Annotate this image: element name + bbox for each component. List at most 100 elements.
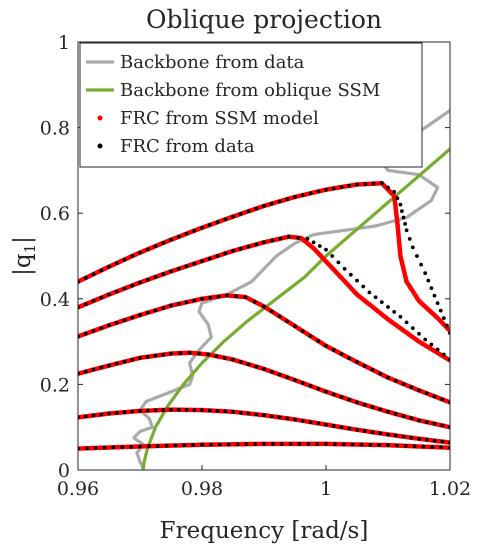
frc-data-point — [99, 365, 104, 370]
frc-data-point — [277, 199, 282, 204]
frc-data-point — [176, 234, 181, 239]
frc-data-point — [277, 372, 282, 377]
frc-model-curve-2 — [78, 350, 450, 430]
frc-data-point — [231, 409, 235, 414]
frc-data-point — [138, 313, 142, 317]
frc-data-point — [331, 186, 336, 191]
frc-model-curve-4 — [78, 234, 450, 363]
frc-data-point — [83, 302, 88, 306]
frc-data-point — [315, 442, 319, 446]
frc-data-point — [277, 314, 282, 319]
frc-data-point — [173, 443, 178, 448]
frc-data-point — [99, 412, 104, 417]
frc-data-point — [252, 299, 257, 304]
frc-data-point — [424, 391, 429, 396]
frc-data-point — [293, 324, 297, 329]
frc-data-point — [336, 260, 341, 265]
frc-data-point — [122, 318, 127, 323]
frc-data-point — [147, 444, 151, 449]
frc-data-point — [223, 409, 228, 414]
frc-data-point — [316, 386, 321, 391]
frc-data-point — [238, 246, 243, 251]
frc-data-point — [350, 442, 355, 447]
frc-data-point — [441, 316, 446, 320]
frc-data-point — [214, 354, 219, 359]
frc-data-point — [208, 295, 213, 300]
frc-data-point — [120, 445, 125, 449]
frc-data-point — [91, 413, 96, 418]
frc-data-point — [176, 266, 181, 271]
legend-item: FRC from data — [97, 136, 255, 157]
frc-data-point — [192, 298, 197, 303]
frc-data-point — [207, 223, 212, 227]
frc-data-point — [176, 302, 181, 306]
frc-data-point — [285, 375, 290, 380]
frc-data-point — [254, 412, 259, 417]
frc-data-point — [83, 276, 88, 280]
frc-data-point — [145, 310, 150, 315]
frc-data-point — [386, 375, 390, 380]
frc-data-curve-2 — [78, 350, 450, 430]
frc-data-point — [355, 360, 359, 364]
legend-swatch-dot — [97, 115, 103, 121]
frc-data-point — [254, 364, 259, 369]
frc-data-point — [207, 408, 212, 413]
frc-data-point — [293, 378, 297, 382]
frc-data-point — [368, 442, 373, 447]
frc-data-point — [279, 442, 284, 446]
frc-data-point — [417, 418, 421, 423]
legend-item: Backbone from data — [86, 52, 305, 73]
frc-data-point — [439, 445, 443, 450]
frc-data-point — [395, 443, 399, 448]
frc-data-point — [129, 444, 134, 449]
frc-data-point — [187, 350, 192, 355]
legend-label: FRC from SSM model — [120, 108, 319, 129]
frc-data-point — [324, 389, 328, 394]
frc-data-point — [262, 413, 266, 418]
frc-data-point — [398, 314, 403, 319]
y-axis-label-main: |q — [10, 253, 36, 276]
frc-data-point — [254, 242, 259, 247]
frc-data-point — [200, 408, 204, 412]
frc-data-point — [308, 420, 313, 424]
frc-data-point — [355, 400, 359, 405]
axes: 0.96 0.98 1 1.02 0 0.2 0.4 0.6 0.8 1 — [40, 32, 471, 500]
frc-data-point — [107, 363, 111, 368]
frc-data-point — [362, 364, 367, 368]
frc-data-point — [209, 442, 213, 447]
legend-item: FRC from SSM model — [97, 108, 319, 129]
frc-data-point — [192, 408, 197, 412]
frc-data-point — [339, 185, 344, 190]
frc-data-point — [409, 416, 414, 421]
frc-data-point — [378, 431, 383, 436]
legend-swatch-dot — [97, 143, 103, 149]
frc-data-point — [347, 183, 352, 188]
frc-data-point — [153, 244, 158, 249]
frc-data-point — [130, 357, 135, 362]
series-line-1 — [141, 146, 450, 470]
frc-data-point — [377, 443, 381, 447]
frc-data-point — [367, 290, 372, 295]
frc-data-point — [130, 315, 135, 320]
frc-data-point — [246, 209, 251, 214]
frc-data-point — [192, 261, 197, 266]
plot-area — [78, 108, 450, 470]
frc-data-point — [316, 421, 321, 426]
frc-data-point — [370, 430, 375, 434]
frc-data-point — [130, 254, 135, 258]
legend-label: Backbone from data — [120, 52, 305, 73]
frc-data-point — [409, 435, 414, 440]
frc-data-point — [370, 405, 375, 409]
x-axis-label: Frequency [rad/s] — [160, 518, 369, 544]
frc-data-point — [386, 432, 390, 437]
frc-data-curve-0 — [78, 442, 450, 451]
frc-data-point — [114, 361, 119, 366]
frc-data-point — [246, 244, 251, 249]
frc-data-point — [400, 209, 404, 214]
frc-data-point — [285, 416, 290, 421]
frc-data-point — [359, 442, 364, 447]
frc-data-point — [415, 254, 419, 258]
y-tick-label: 0.4 — [40, 289, 70, 311]
frc-data-point — [102, 445, 107, 450]
